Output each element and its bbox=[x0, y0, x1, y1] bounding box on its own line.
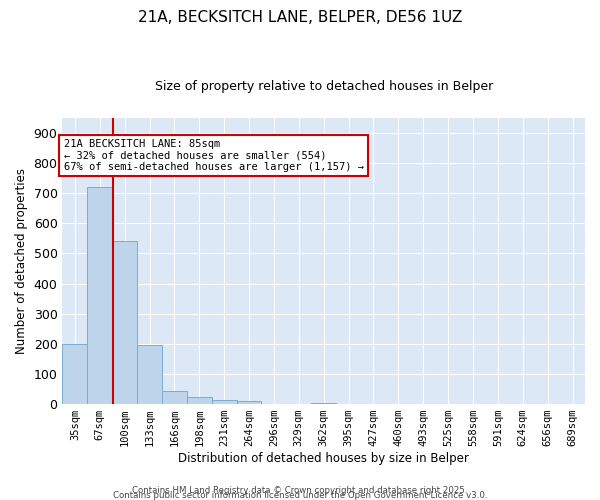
X-axis label: Distribution of detached houses by size in Belper: Distribution of detached houses by size … bbox=[178, 452, 469, 465]
Bar bbox=[62, 344, 88, 404]
Bar bbox=[311, 402, 336, 404]
Bar bbox=[162, 390, 187, 404]
Bar bbox=[137, 346, 162, 404]
Text: 21A BECKSITCH LANE: 85sqm
← 32% of detached houses are smaller (554)
67% of semi: 21A BECKSITCH LANE: 85sqm ← 32% of detac… bbox=[64, 139, 364, 172]
Bar bbox=[212, 400, 236, 404]
Bar bbox=[236, 401, 262, 404]
Text: Contains HM Land Registry data © Crown copyright and database right 2025.: Contains HM Land Registry data © Crown c… bbox=[132, 486, 468, 495]
Bar bbox=[88, 187, 112, 404]
Title: Size of property relative to detached houses in Belper: Size of property relative to detached ho… bbox=[155, 80, 493, 93]
Text: 21A, BECKSITCH LANE, BELPER, DE56 1UZ: 21A, BECKSITCH LANE, BELPER, DE56 1UZ bbox=[138, 10, 462, 25]
Bar bbox=[112, 242, 137, 404]
Y-axis label: Number of detached properties: Number of detached properties bbox=[15, 168, 28, 354]
Text: Contains public sector information licensed under the Open Government Licence v3: Contains public sector information licen… bbox=[113, 491, 487, 500]
Bar bbox=[187, 396, 212, 404]
